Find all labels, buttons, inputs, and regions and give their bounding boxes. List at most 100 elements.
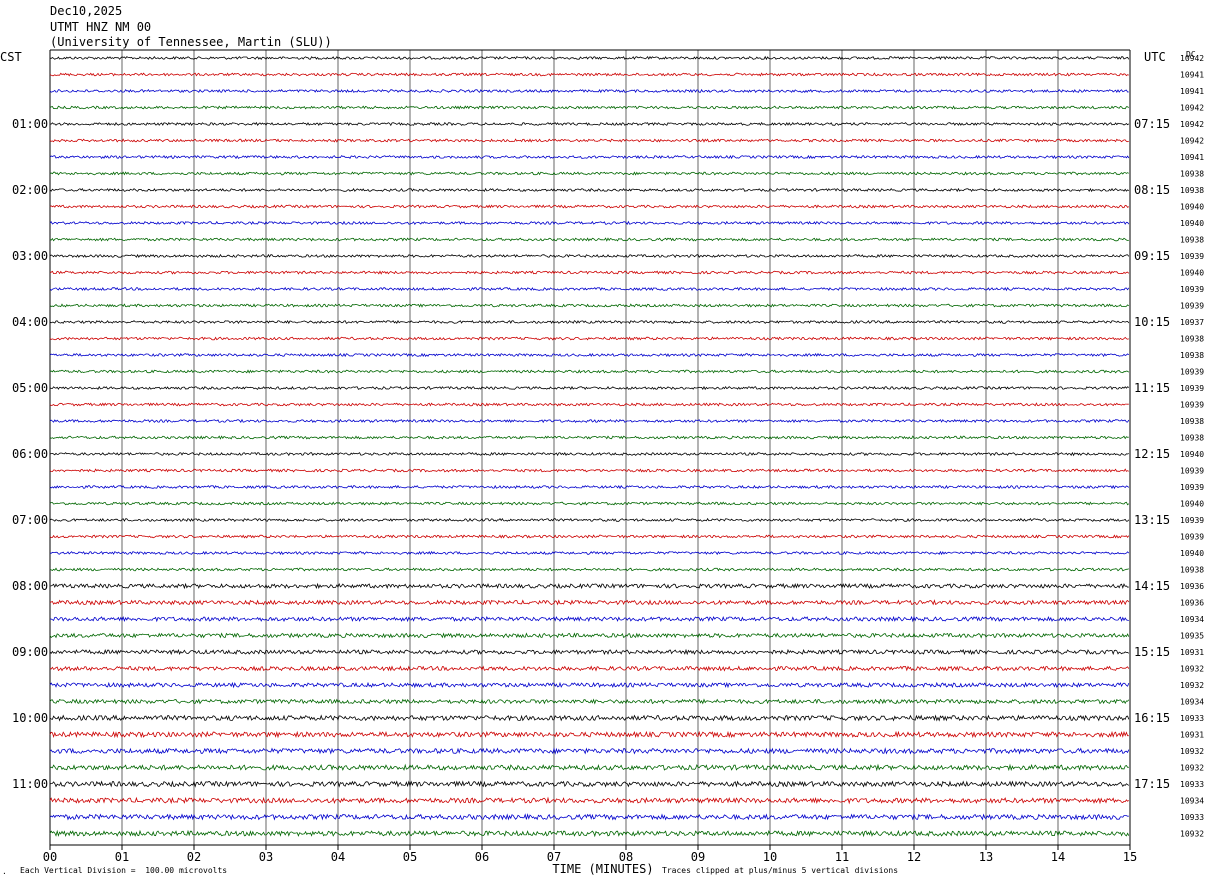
left-hour-label: 07:00 [12, 513, 48, 527]
trace-line [49, 55, 1130, 61]
trace-line [49, 648, 1130, 656]
right-hour-label: 13:15 [1134, 513, 1170, 527]
trace-line [49, 829, 1130, 838]
dc-value: 10939 [1180, 467, 1204, 476]
x-tick-label-00: 00 [43, 850, 57, 864]
x-tick-label-02: 02 [187, 850, 201, 864]
dc-value: 10939 [1180, 368, 1204, 377]
dc-value: 10939 [1180, 533, 1204, 542]
corner-mark: . [2, 867, 7, 876]
trace-line [49, 582, 1129, 590]
trace-line [49, 534, 1130, 539]
trace-line [49, 665, 1130, 672]
dc-value: 10939 [1180, 384, 1204, 393]
x-axis-ticks: 00 01 02 03 04 05 06 07 08 09 10 11 12 13 14 15 [43, 845, 1137, 864]
x-tick-label-07: 07 [547, 850, 561, 864]
dc-value: 10932 [1180, 665, 1204, 674]
dc-value: 10938 [1180, 236, 1204, 245]
trace-line [49, 599, 1130, 606]
x-axis-title: TIME (MINUTES) [552, 862, 653, 876]
right-hour-label: 16:15 [1134, 711, 1170, 725]
x-tick-label-08: 08 [619, 850, 633, 864]
trace-line [49, 418, 1130, 424]
dc-value: 10939 [1180, 483, 1204, 492]
dc-value: 10938 [1180, 335, 1204, 344]
trace-line [49, 88, 1129, 94]
dc-value: 10940 [1180, 450, 1204, 459]
header-network: (University of Tennessee, Martin (SLU)) [50, 35, 332, 49]
left-hour-label: 04:00 [12, 315, 48, 329]
x-tick-label-04: 04 [331, 850, 345, 864]
trace-line [49, 714, 1130, 722]
time-gridlines [49, 49, 1131, 846]
trace-line [49, 286, 1130, 292]
left-hour-label: 05:00 [12, 381, 48, 395]
trace-line [49, 385, 1130, 391]
x-tick-label-15: 15 [1123, 850, 1137, 864]
dc-value: 10938 [1180, 186, 1204, 195]
x-tick-label-13: 13 [979, 850, 993, 864]
trace-line [49, 138, 1129, 143]
left-hour-label: 11:00 [12, 777, 48, 791]
clip-note: Traces clipped at plus/minus 5 vertical … [662, 866, 899, 875]
trace-line [49, 220, 1130, 226]
trace-line [49, 747, 1130, 755]
trace-line [50, 615, 1129, 623]
dc-value: 10933 [1180, 813, 1204, 822]
dc-value: 10939 [1180, 252, 1204, 261]
trace-line [49, 154, 1130, 160]
header-station: UTMT HNZ NM 00 [50, 20, 152, 34]
x-tick-label-12: 12 [907, 850, 921, 864]
trace-line [49, 632, 1130, 639]
dc-value: 10942 [1180, 104, 1204, 113]
seismic-traces [49, 55, 1130, 838]
dc-value: 10938 [1180, 566, 1204, 575]
dc-value: 10939 [1180, 302, 1204, 311]
dc-value: 10931 [1180, 648, 1204, 657]
trace-line [49, 484, 1130, 490]
dc-value: 10936 [1180, 599, 1204, 608]
dc-value: 10933 [1180, 714, 1204, 723]
right-hour-label: 10:15 [1134, 315, 1170, 329]
left-hour-label: 10:00 [12, 711, 48, 725]
trace-line [49, 468, 1129, 473]
trace-line [49, 813, 1129, 821]
right-hour-label: 07:15 [1134, 117, 1170, 131]
dc-value: 10938 [1180, 434, 1204, 443]
x-tick-label-10: 10 [763, 850, 777, 864]
x-tick-label-01: 01 [115, 850, 129, 864]
header-date: Dec10,2025 [50, 4, 123, 18]
axis-labels: 01:00 02:00 03:00 04:00 05:00 06:00 07:00 08:00… [12, 54, 1204, 839]
dc-value: 10937 [1180, 318, 1204, 327]
trace-line [49, 501, 1130, 506]
right-hour-label: 17:15 [1134, 777, 1170, 791]
dc-value: 10942 [1180, 54, 1204, 63]
left-hour-label: 08:00 [12, 579, 48, 593]
x-tick-label-09: 09 [691, 850, 705, 864]
right-timezone-label: UTC [1144, 50, 1166, 64]
right-hour-label: 11:15 [1134, 381, 1170, 395]
left-hour-label: 06:00 [12, 447, 48, 461]
dc-column-label: DC [1186, 50, 1196, 59]
trace-line [49, 681, 1130, 689]
x-tick-label-06: 06 [475, 850, 489, 864]
dc-value: 10935 [1180, 632, 1204, 641]
left-hour-label: 03:00 [12, 249, 48, 263]
trace-line [49, 369, 1130, 374]
dc-value: 10933 [1180, 780, 1204, 789]
trace-line [49, 730, 1129, 739]
right-hour-label: 15:15 [1134, 645, 1170, 659]
dc-value: 10940 [1180, 549, 1204, 558]
dc-value: 10934 [1180, 797, 1204, 806]
trace-line [49, 105, 1130, 110]
scale-note: Each Vertical Division = 100.00 microvol… [20, 866, 228, 875]
dc-value: 10941 [1180, 153, 1204, 162]
x-tick-label-14: 14 [1051, 850, 1065, 864]
dc-value: 10932 [1180, 681, 1204, 690]
dc-value: 10932 [1180, 764, 1204, 773]
x-tick-label-05: 05 [403, 850, 417, 864]
trace-line [49, 698, 1130, 705]
dc-value: 10941 [1180, 71, 1204, 80]
left-hour-label: 02:00 [12, 183, 48, 197]
